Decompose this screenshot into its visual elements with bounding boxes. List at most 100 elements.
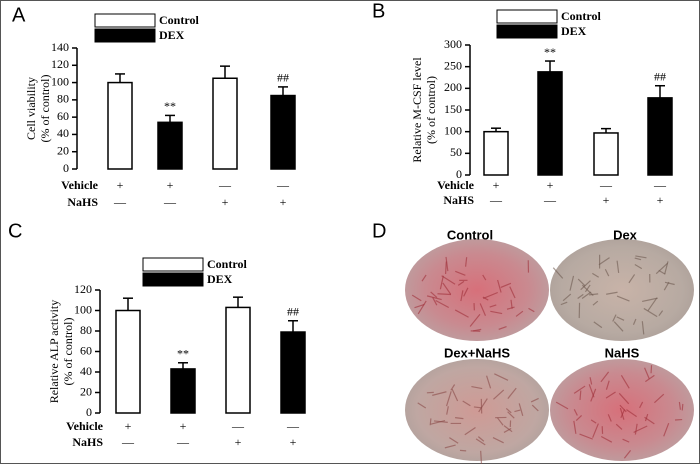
cell <box>633 425 648 433</box>
legend-swatch <box>142 257 204 272</box>
micrograph <box>550 239 694 341</box>
cell <box>619 407 625 420</box>
y-tick-label: 40 <box>57 126 69 140</box>
y-tick-label: 50 <box>450 145 462 159</box>
cell <box>417 300 427 315</box>
cell <box>485 375 492 389</box>
row-label: NaHS <box>72 435 103 449</box>
cell <box>588 384 595 398</box>
bar <box>225 306 251 414</box>
treatment-mark: — <box>163 195 177 209</box>
cell <box>642 297 658 303</box>
cell <box>604 269 610 277</box>
bar <box>212 77 238 170</box>
cell <box>437 293 452 296</box>
treatment-mark: + <box>235 435 242 449</box>
treatment-mark: + <box>222 195 229 209</box>
cell <box>620 375 630 389</box>
legend-swatch <box>142 272 204 287</box>
cell <box>573 385 586 394</box>
cell <box>432 297 438 306</box>
cell <box>589 377 593 385</box>
cell <box>606 291 618 295</box>
row-label: Vehicle <box>66 419 104 433</box>
panel-label: D <box>372 220 386 242</box>
cell <box>600 371 610 383</box>
treatment-mark: + <box>290 435 297 449</box>
bar <box>647 97 673 176</box>
cell <box>618 392 630 405</box>
y-axis-label: Relative ALP activity <box>47 300 61 404</box>
treatment-mark: — <box>218 178 232 192</box>
cell <box>489 304 497 308</box>
y-tick-label: 100 <box>444 123 462 137</box>
cell <box>622 438 630 443</box>
cell <box>503 425 513 433</box>
cell <box>449 437 459 444</box>
cell <box>426 295 442 301</box>
cell <box>444 444 456 449</box>
micrograph <box>405 239 549 341</box>
cell <box>417 402 427 409</box>
treatment-mark: — <box>121 435 135 449</box>
y-tick-label: 0 <box>86 405 92 419</box>
cell <box>552 267 564 279</box>
panel-label: B <box>372 0 385 22</box>
y-axis-label: Relative M-CSF level <box>410 57 424 163</box>
cell <box>411 294 422 302</box>
y-axis-label: (% of control) <box>38 75 52 143</box>
cell <box>505 407 512 414</box>
cell <box>573 420 577 434</box>
treatment-mark: — <box>276 178 290 192</box>
treatment-mark: + <box>603 193 610 207</box>
legend-swatch <box>94 28 156 43</box>
y-tick-label: 150 <box>444 102 462 116</box>
cell <box>584 284 591 293</box>
cell <box>457 280 465 286</box>
cell <box>475 438 486 446</box>
cell <box>590 419 597 424</box>
image-caption: NaHS <box>605 345 640 360</box>
cell <box>469 313 481 327</box>
cell <box>462 400 471 407</box>
cell <box>471 385 483 390</box>
cell <box>632 318 637 325</box>
y-tick-label: 250 <box>444 58 462 72</box>
cell <box>450 384 456 391</box>
cell <box>650 365 653 374</box>
cell <box>494 373 509 381</box>
cell <box>555 401 569 410</box>
legend-label: Control <box>561 9 601 23</box>
cell <box>634 423 638 435</box>
bar <box>270 94 296 170</box>
row-label: NaHS <box>67 195 98 209</box>
y-tick-label: 0 <box>456 167 462 181</box>
cell <box>433 420 448 423</box>
bar <box>107 81 133 170</box>
image-panel <box>405 239 694 464</box>
cell <box>580 280 591 291</box>
cell <box>613 321 624 332</box>
treatment-mark: + <box>117 178 124 192</box>
cell <box>445 256 449 272</box>
y-tick-label: 0 <box>63 161 69 175</box>
treatment-mark: + <box>657 193 664 207</box>
cell <box>432 391 447 396</box>
cell <box>569 275 575 291</box>
cell <box>479 303 487 316</box>
y-tick-label: 120 <box>74 282 92 296</box>
treatment-mark: — <box>489 193 503 207</box>
cell <box>518 403 524 416</box>
cell <box>414 303 425 309</box>
cell <box>435 299 449 309</box>
cell <box>589 293 599 296</box>
cell <box>598 257 610 266</box>
cell <box>477 436 485 442</box>
y-axis-label: (% of control) <box>61 318 75 386</box>
cell <box>460 290 464 302</box>
cell <box>623 450 632 459</box>
cell <box>464 427 476 436</box>
bar <box>483 130 509 176</box>
cell <box>482 274 487 281</box>
cell <box>663 422 670 437</box>
